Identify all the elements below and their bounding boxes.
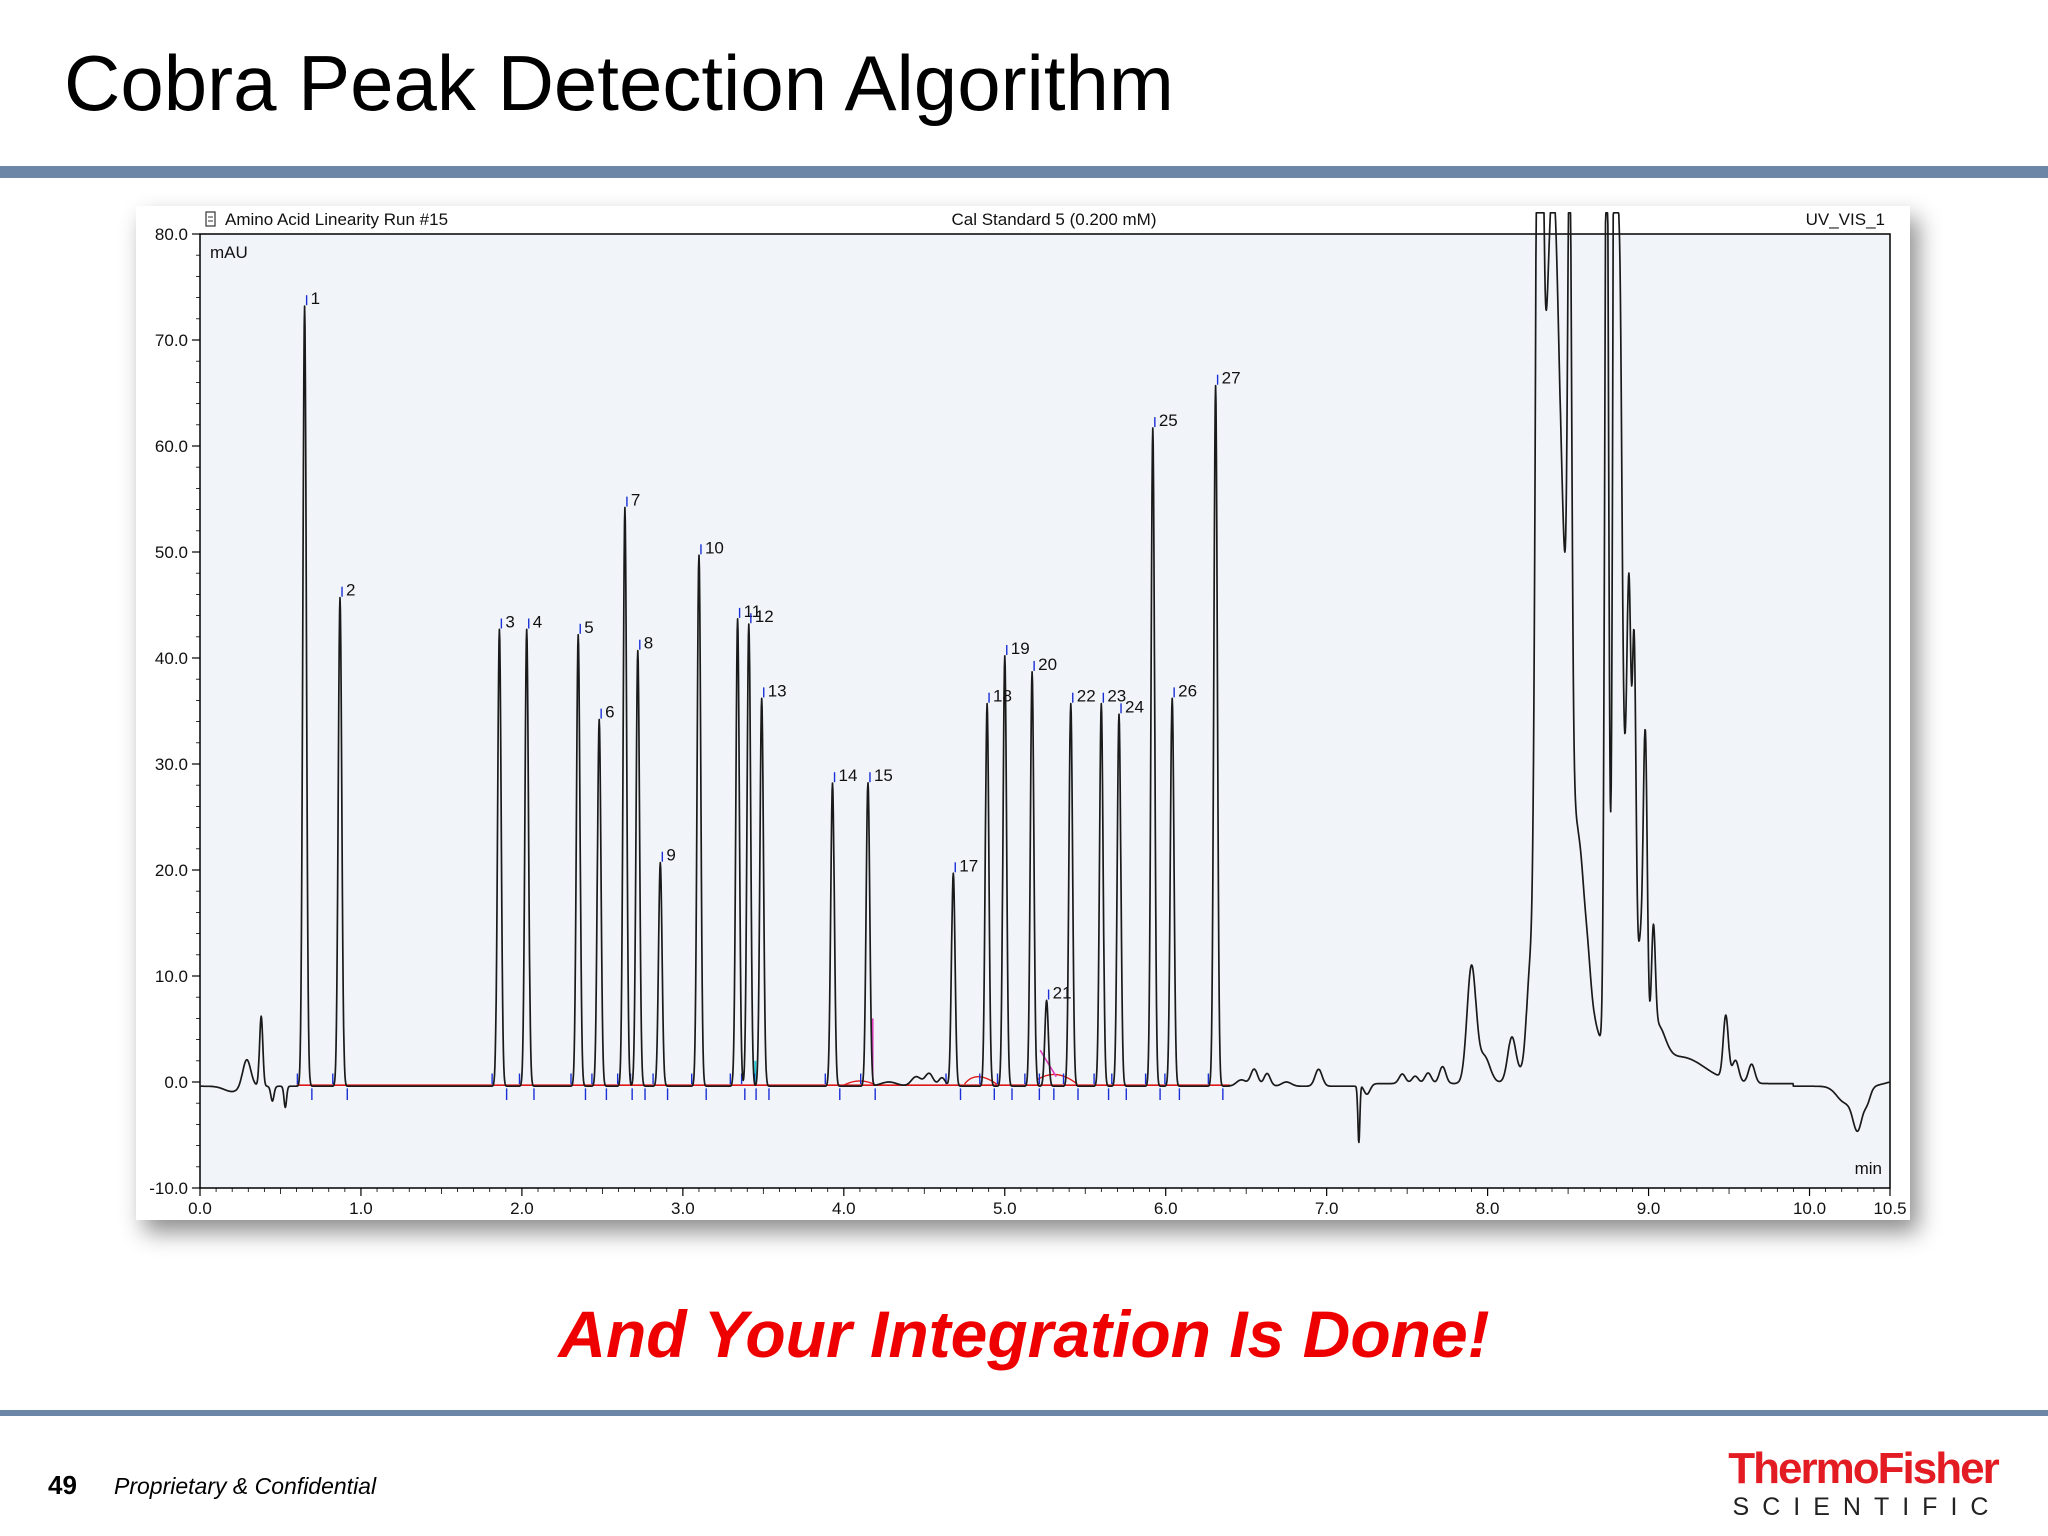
peak-label: 1	[311, 289, 320, 308]
y-tick-label: 50.0	[155, 543, 188, 562]
x-tick-label: 1.0	[349, 1199, 373, 1218]
peak-label: 21	[1053, 984, 1072, 1003]
y-tick-label: 60.0	[155, 437, 188, 456]
peak-label: 23	[1107, 687, 1126, 706]
chromatogram-panel: Amino Acid Linearity Run #15 Cal Standar…	[136, 206, 1910, 1220]
integration-baseline	[1036, 1073, 1078, 1085]
x-tick-label: 7.0	[1315, 1199, 1339, 1218]
peak-label: 4	[533, 613, 542, 632]
peak-label: 9	[666, 846, 675, 865]
y-tick-label: 10.0	[155, 967, 188, 986]
logo-subline: SCIENTIFIC	[1732, 1493, 2002, 1521]
chart-header-center: Cal Standard 5 (0.200 mM)	[951, 210, 1156, 229]
thermofisher-logo: ThermoFisher SCIENTIFIC	[1718, 1446, 2008, 1522]
x-tick-label: 5.0	[993, 1199, 1017, 1218]
tagline: And Your Integration Is Done!	[558, 1297, 1490, 1371]
integration-baseline	[963, 1076, 998, 1085]
x-tick-label: 0.0	[188, 1199, 212, 1218]
x-tick-label: 4.0	[832, 1199, 856, 1218]
peak-label: 22	[1077, 687, 1096, 706]
peak-label: 15	[874, 766, 893, 785]
page-number: 49	[48, 1470, 77, 1500]
peak-label: 11	[744, 602, 762, 621]
chart-header-right: UV_VIS_1	[1806, 210, 1885, 229]
x-tick-label: 8.0	[1476, 1199, 1500, 1218]
x-tick-label: 2.0	[510, 1199, 534, 1218]
x-tick-label: 10.0	[1793, 1199, 1826, 1218]
peak-label: 8	[644, 634, 653, 653]
y-tick-label: 70.0	[155, 331, 188, 350]
peak-label: 18	[993, 687, 1012, 706]
logo-wordmark: ThermoFisher	[1728, 1444, 1999, 1493]
peak-label: 14	[839, 766, 858, 785]
y-tick-label: 20.0	[155, 861, 188, 880]
y-tick-label: 40.0	[155, 649, 188, 668]
x-tick-label: 9.0	[1637, 1199, 1661, 1218]
peak-label: 25	[1159, 411, 1178, 430]
y-tick-label: 30.0	[155, 755, 188, 774]
peak-label: 17	[959, 856, 978, 875]
peak-label: 6	[605, 703, 614, 722]
x-tick-label: 6.0	[1154, 1199, 1178, 1218]
title-divider	[0, 166, 2048, 178]
peak-markers	[296, 1073, 1224, 1101]
peak-label: 10	[705, 538, 724, 557]
x-tick-label: 10.5	[1873, 1199, 1906, 1218]
integration-drop-line	[1039, 1049, 1057, 1078]
footer-divider	[0, 1410, 2048, 1416]
peak-label: 3	[505, 613, 514, 632]
axes: 0.0 1.0 2.0 3.0 4.0 5.0 6.0 7.0 8.0 9.0 10.0 10.580…	[149, 225, 1906, 1218]
y-tick-label: -10.0	[149, 1179, 188, 1198]
peak-label: 12	[755, 607, 774, 626]
x-axis-label: min	[1855, 1159, 1882, 1178]
chromatogram-icon	[205, 211, 216, 227]
chart-header-left: Amino Acid Linearity Run #15	[225, 210, 448, 229]
slide-title: Cobra Peak Detection Algorithm	[64, 39, 1174, 127]
peak-label: 27	[1222, 369, 1241, 388]
peak-label: 7	[631, 491, 640, 510]
peak-label: 19	[1011, 639, 1030, 658]
peak-label: 5	[584, 618, 593, 637]
y-tick-label: 0.0	[164, 1073, 188, 1092]
y-tick-label: 80.0	[155, 225, 188, 244]
baseline-segments	[296, 1018, 1231, 1086]
confidential-notice: Proprietary & Confidential	[114, 1473, 377, 1499]
chromatogram-chart: Amino Acid Linearity Run #15 Cal Standar…	[149, 210, 1906, 1218]
peak-label: 2	[346, 581, 355, 600]
x-tick-label: 3.0	[671, 1199, 695, 1218]
y-axis-label: mAU	[210, 243, 248, 262]
peak-label: 26	[1178, 681, 1197, 700]
peak-label: 24	[1125, 697, 1144, 716]
peak-label: 13	[768, 681, 787, 700]
chromatogram-trace	[199, 211, 1891, 1144]
peak-label: 20	[1038, 655, 1057, 674]
chart-header: Amino Acid Linearity Run #15 Cal Standar…	[205, 210, 1885, 229]
